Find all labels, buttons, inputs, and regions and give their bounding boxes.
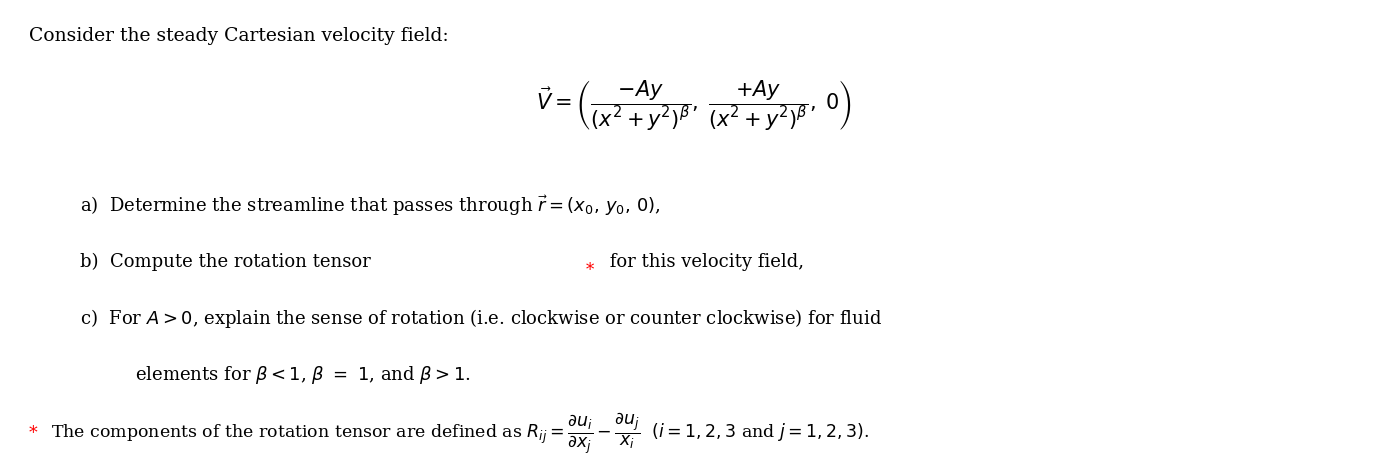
Text: for this velocity field,: for this velocity field, <box>603 253 804 271</box>
Text: $\vec{V} = \left(\dfrac{-Ay}{(x^2 + y^2)^\beta},\;\dfrac{+Ay}{(x^2 + y^2)^\beta}: $\vec{V} = \left(\dfrac{-Ay}{(x^2 + y^2)… <box>535 79 852 133</box>
Text: elements for $\beta < 1$, $\beta\ =\ 1$, and $\beta > 1$.: elements for $\beta < 1$, $\beta\ =\ 1$,… <box>135 364 472 386</box>
Text: *: * <box>29 425 37 442</box>
Text: Consider the steady Cartesian velocity field:: Consider the steady Cartesian velocity f… <box>29 27 448 45</box>
Text: b)  Compute the rotation tensor: b) Compute the rotation tensor <box>80 253 370 271</box>
Text: *: * <box>585 262 594 279</box>
Text: a)  Determine the streamline that passes through $\vec{r} = (x_0,\, y_0,\, 0)$,: a) Determine the streamline that passes … <box>80 193 662 218</box>
Text: The components of the rotation tensor are defined as $R_{ij} = \dfrac{\partial u: The components of the rotation tensor ar… <box>51 411 870 456</box>
Text: c)  For $A > 0$, explain the sense of rotation (i.e. clockwise or counter clockw: c) For $A > 0$, explain the sense of rot… <box>80 307 882 330</box>
